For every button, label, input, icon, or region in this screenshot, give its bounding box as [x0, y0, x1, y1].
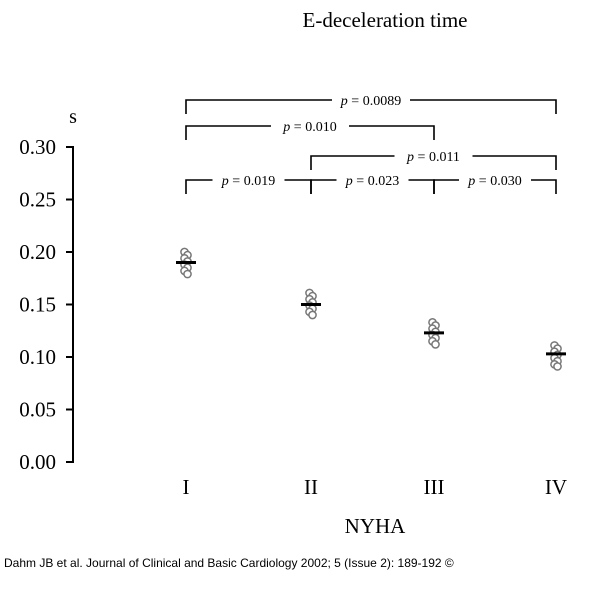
p-value-label: p = 0.019 [221, 174, 275, 189]
p-value-background [332, 92, 410, 106]
p-value-background [212, 172, 285, 186]
p-value-label: p = 0.010 [282, 120, 336, 135]
y-axis-unit: s [69, 106, 77, 128]
p-value-label: p = 0.011 [406, 150, 460, 165]
p-symbol: p [467, 174, 475, 189]
y-tick-label: 0.25 [19, 188, 56, 212]
p-value-background [459, 172, 531, 186]
data-points [180, 247, 562, 371]
x-tick-label: II [304, 475, 318, 499]
p-value-background [394, 148, 473, 162]
x-tick-label: I [183, 475, 190, 499]
data-point [308, 310, 317, 320]
p-value-label: p = 0.0089 [340, 94, 401, 109]
p-symbol: p [345, 174, 353, 189]
p-value-label: p = 0.023 [345, 174, 399, 189]
p-value-background [271, 118, 349, 132]
p-value-background [336, 172, 409, 186]
data-point [431, 340, 440, 349]
y-tick-label: 0.30 [19, 135, 56, 159]
x-axis-ticks: I II III IV [183, 475, 568, 499]
y-axis-ticks: 0.00 0.05 0.10 0.15 0.20 0.25 0.30 [19, 135, 73, 474]
y-tick-label: 0.20 [19, 240, 56, 264]
p-value: = 0.030 [475, 174, 521, 189]
source-credit: Dahm JB et al. Journal of Clinical and B… [4, 556, 454, 570]
p-value: = 0.0089 [348, 94, 401, 109]
mean-markers [176, 261, 566, 356]
x-tick-label: IV [545, 475, 567, 499]
y-tick-label: 0.15 [19, 293, 56, 317]
y-tick-label: 0.10 [19, 345, 56, 369]
chart-title: E-deceleration time [303, 8, 468, 32]
x-tick-label: III [424, 475, 445, 499]
y-tick-label: 0.05 [19, 398, 56, 422]
data-point [553, 362, 562, 371]
p-value: = 0.011 [414, 150, 460, 165]
p-symbol: p [406, 150, 414, 165]
p-value: = 0.010 [290, 120, 336, 135]
p-value: = 0.023 [353, 174, 399, 189]
x-axis-label: NYHA [345, 514, 406, 538]
data-point [183, 269, 192, 279]
y-tick-label: 0.00 [19, 450, 56, 474]
p-symbol: p [282, 120, 290, 135]
p-symbol: p [340, 94, 348, 109]
p-value: = 0.019 [229, 174, 275, 189]
p-symbol: p [221, 174, 229, 189]
p-value-label: p = 0.030 [467, 174, 521, 189]
